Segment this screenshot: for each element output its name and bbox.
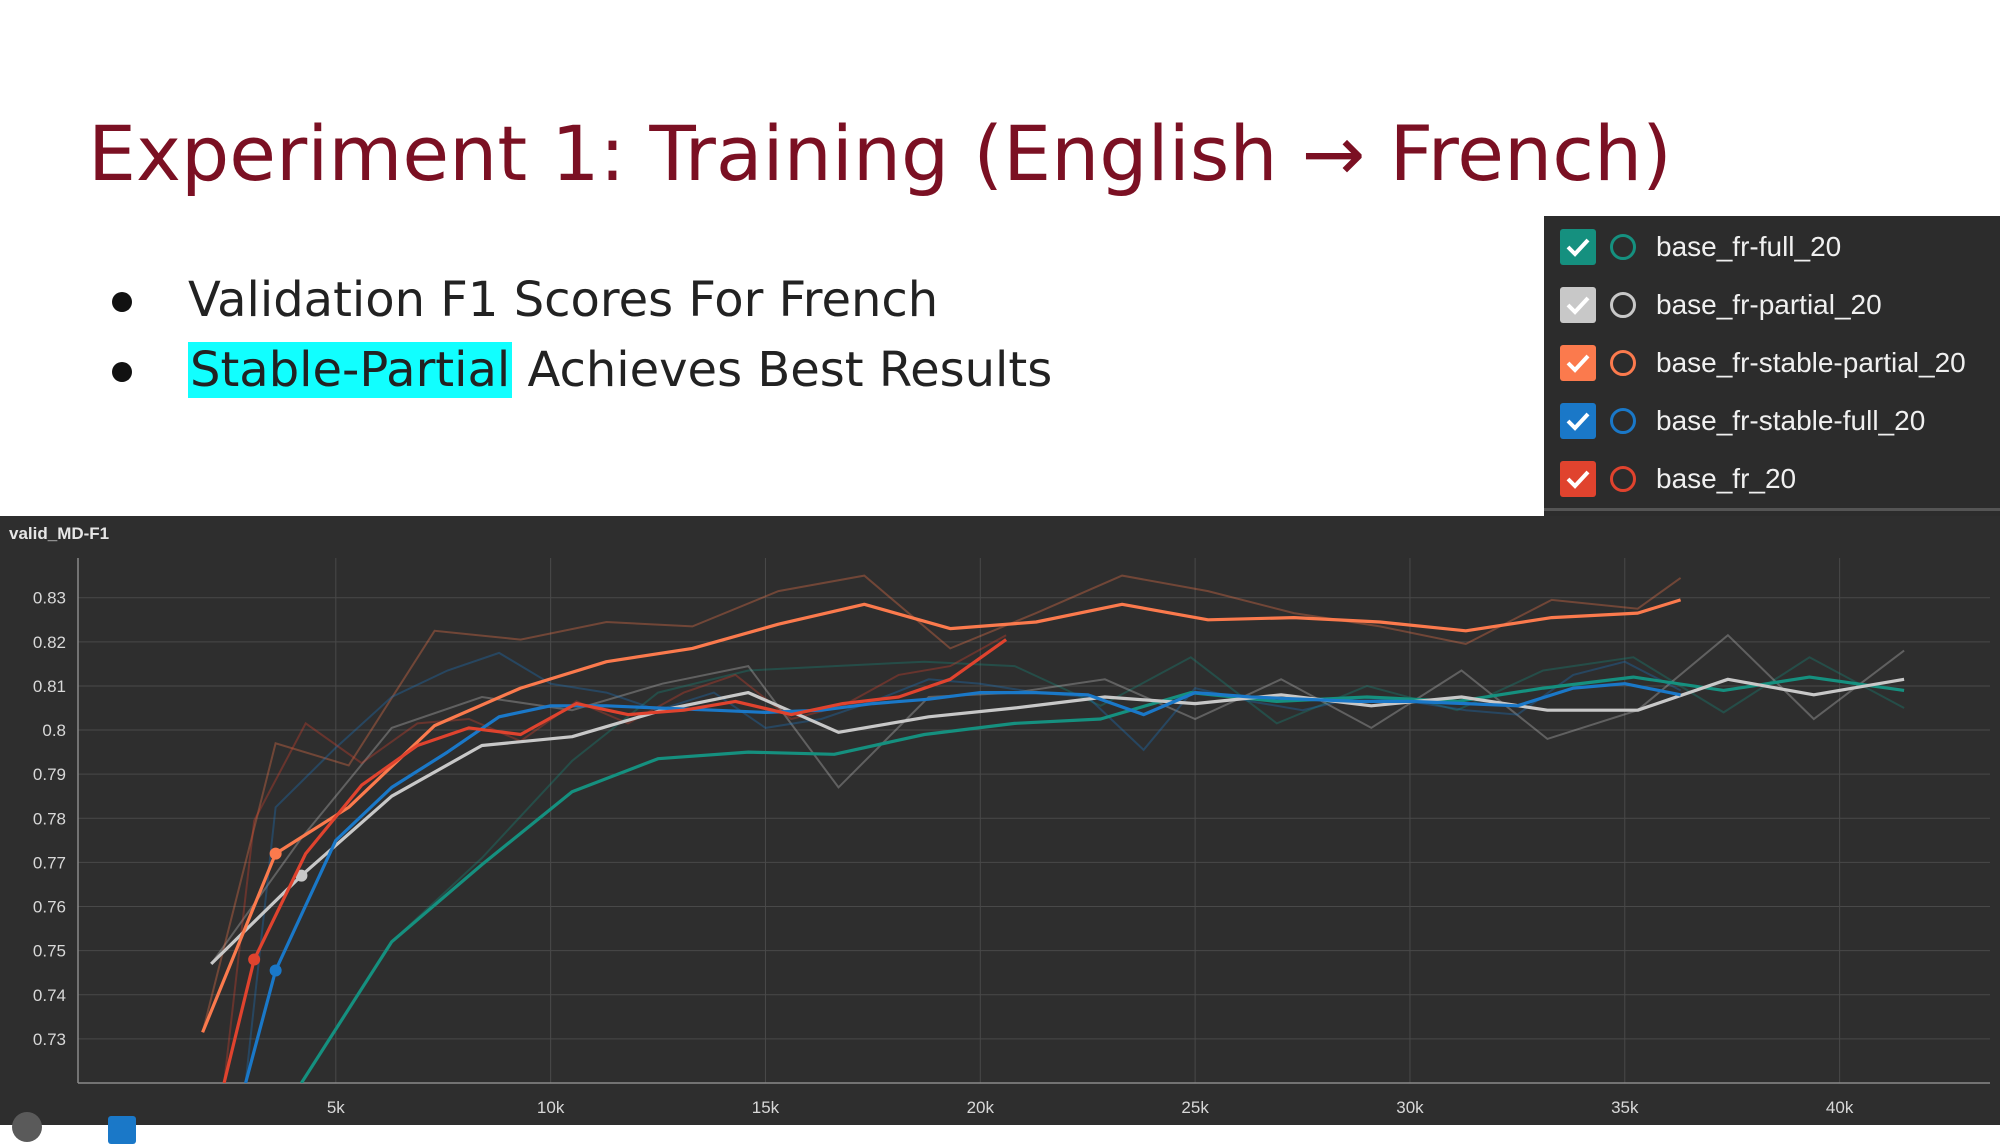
bullet-text: Validation F1 Scores For French [188,272,939,328]
toggle-icon[interactable] [108,1116,136,1144]
check-icon[interactable] [1560,345,1596,381]
legend-label: base_fr-partial_20 [1656,289,1882,320]
check-icon[interactable] [1560,287,1596,323]
series-marker [269,847,282,860]
series-raw-line [300,656,1905,1083]
y-tick-label: 0.73 [33,1030,66,1049]
series-line [300,675,1905,1083]
bullet-list: Validation F1 Scores For French Stable-P… [100,265,1052,405]
y-tick-label: 0.81 [33,677,66,696]
run-legend-panel: base_fr-full_20 base_fr-partial_20 base_… [1544,216,2000,516]
circle-outline-icon [1610,292,1636,318]
legend-item[interactable]: base_fr-stable-partial_20 [1560,338,1966,388]
bullet-item: Validation F1 Scores For French [100,265,1052,335]
x-tick-label: 30k [1396,1098,1424,1117]
legend-label: base_fr-stable-full_20 [1656,405,1926,436]
x-tick-label: 15k [752,1098,780,1117]
series-marker [248,953,261,966]
x-tick-label: 25k [1181,1098,1209,1117]
line-chart[interactable]: 0.73 0.74 0.75 0.76 0.77 0.78 0.79 0.8 0.81 0.82 0… [0,516,2000,1125]
legend-label: base_fr_20 [1656,463,1797,494]
y-tick-label: 0.77 [33,853,66,872]
series-line [244,682,1681,1083]
bullet-highlight: Stable-Partial [188,342,513,398]
chart-title: valid_MD-F1 [9,524,110,543]
bullet-dot [112,292,132,312]
y-tick-label: 0.76 [33,898,66,917]
circle-outline-icon [1610,466,1636,492]
series-line [201,598,1682,1033]
series-marker [269,964,282,977]
y-tick-label: 0.82 [33,633,66,652]
y-tick-label: 0.75 [33,942,66,961]
y-tick-label: 0.79 [33,765,66,784]
chart-panel: valid_MD-F1 0.73 0.74 0.75 0.76 0.77 0.78 0.79… [0,516,2000,1144]
circle-outline-icon [1610,408,1636,434]
x-tick-label: 35k [1611,1098,1639,1117]
series-raw-line [244,651,1682,1083]
expand-icon[interactable] [12,1112,42,1142]
circle-outline-icon [1610,234,1636,260]
slide-title: Experiment 1: Training (English → French… [88,109,1672,198]
bullet-item: Stable-Partial Achieves Best Results [100,335,1052,405]
y-tick-label: 0.8 [42,721,66,740]
plot-area [201,574,1905,1083]
y-tick-label: 0.78 [33,809,66,828]
x-tick-label: 10k [537,1098,565,1117]
x-tick-label: 5k [327,1098,345,1117]
bullet-dot [112,362,132,382]
bullet-text: Achieves Best Results [512,342,1053,398]
series-line [222,638,1008,1083]
series-line [210,677,1905,966]
series-marker [295,869,308,882]
x-tick-label: 20k [967,1098,995,1117]
legend-label: base_fr-stable-partial_20 [1656,347,1966,378]
circle-outline-icon [1610,350,1636,376]
check-icon[interactable] [1560,229,1596,265]
y-tick-label: 0.83 [33,589,66,608]
legend-item[interactable]: base_fr_20 [1560,454,1796,504]
series-raw-line [223,634,1007,1083]
x-tick-label: 40k [1826,1098,1854,1117]
legend-item[interactable]: base_fr-full_20 [1560,222,1841,272]
legend-divider [1544,508,2000,511]
legend-label: base_fr-full_20 [1656,231,1842,262]
check-icon[interactable] [1560,403,1596,439]
series-raw-line [210,633,1905,965]
y-tick-label: 0.74 [33,986,66,1005]
legend-item[interactable]: base_fr-stable-full_20 [1560,396,1925,446]
series-raw-line [201,574,1682,1033]
check-icon[interactable] [1560,461,1596,497]
legend-item[interactable]: base_fr-partial_20 [1560,280,1882,330]
